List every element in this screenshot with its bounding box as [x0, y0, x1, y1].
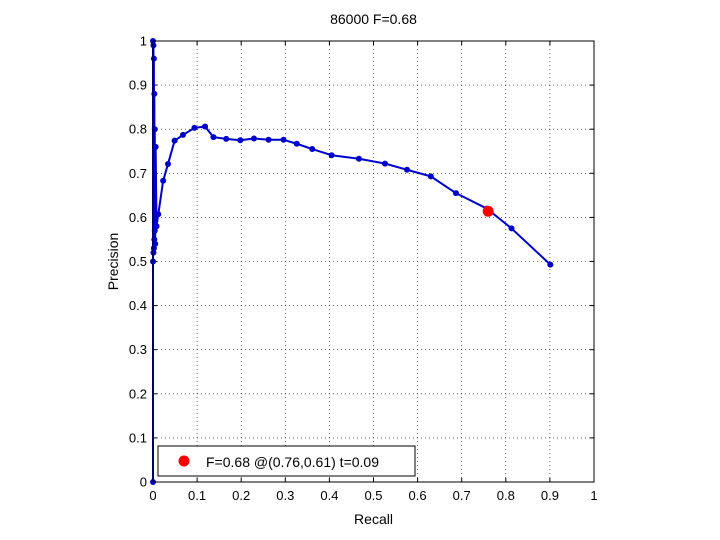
- pr-curve-point: [179, 131, 186, 138]
- pr-curve-point: [293, 140, 300, 147]
- y-tick-label: 0: [140, 475, 147, 490]
- grid: [153, 41, 594, 482]
- pr-curve-point: [152, 240, 159, 247]
- x-tick-label: 0: [149, 488, 156, 503]
- pr-curve-point: [404, 166, 411, 173]
- y-tick-label: 0.7: [129, 166, 147, 181]
- pr-curve-point: [237, 137, 244, 144]
- pr-curve-point: [151, 90, 158, 97]
- pr-curve-point: [427, 173, 434, 180]
- series: [150, 38, 554, 485]
- y-tick-label: 0.2: [129, 386, 147, 401]
- x-tick-label: 0.4: [320, 488, 338, 503]
- axes-frame: [152, 40, 595, 483]
- y-tick-label: 0.1: [129, 430, 147, 445]
- x-tick-label: 0.5: [364, 488, 382, 503]
- pr-curve-point: [164, 161, 171, 168]
- pr-curve-point: [547, 261, 554, 268]
- x-tick-label: 0.8: [497, 488, 515, 503]
- y-tick-label: 0.5: [129, 254, 147, 269]
- best-f-point: [482, 205, 494, 217]
- y-tick-label: 0.9: [129, 78, 147, 93]
- pr-curve-point: [280, 136, 287, 143]
- x-tick-label: 0.3: [276, 488, 294, 503]
- y-tick-label: 0.6: [129, 210, 147, 225]
- x-tick-label: 0.2: [232, 488, 250, 503]
- pr-curve-point: [381, 160, 388, 167]
- x-axis-title: Recall: [354, 511, 393, 527]
- x-tick-label: 1: [590, 488, 597, 503]
- pr-curve-point: [508, 225, 515, 232]
- pr-curve-point: [152, 143, 159, 150]
- pr-curve-point: [223, 135, 230, 142]
- pr-curve-point: [202, 123, 209, 130]
- x-tick-label: 0.1: [188, 488, 206, 503]
- x-tick-label: 0.6: [409, 488, 427, 503]
- y-tick-label: 0.8: [129, 122, 147, 137]
- highlight: [482, 205, 494, 217]
- pr-curve-point: [328, 152, 335, 159]
- pr-curve-point: [153, 223, 160, 230]
- pr-curve-point: [309, 146, 316, 153]
- pr-curve-point: [452, 190, 459, 197]
- pr-curve-point: [150, 55, 157, 62]
- ticks: 0 0.1 0.2 0.3 0.4 0.5 0.6 0.7 0.8 0.9 1 0 0.1 0.2 0.3 0…: [129, 34, 598, 504]
- legend: F=0.68 @(0.76,0.61) t=0.09: [157, 445, 416, 477]
- y-axis-title: Precision: [105, 233, 121, 291]
- x-tick-label: 0.7: [453, 488, 471, 503]
- legend-label: F=0.68 @(0.76,0.61) t=0.09: [206, 454, 379, 470]
- y-tick-label: 0.4: [129, 298, 147, 313]
- pr-curve-line: [152, 40, 552, 482]
- pr-curve-point: [355, 155, 362, 162]
- y-tick-label: 1: [140, 34, 147, 49]
- x-tick-label: 0.9: [541, 488, 559, 503]
- y-tick-label: 0.3: [129, 342, 147, 357]
- legend-box: [157, 445, 416, 477]
- chart-title: 86000 F=0.68: [330, 11, 417, 27]
- pr-curve-point: [160, 177, 167, 184]
- pr-curve-point: [155, 211, 162, 218]
- pr-curve-point: [265, 136, 272, 143]
- pr-curve-point: [250, 135, 257, 142]
- pr-curve-point: [171, 137, 178, 144]
- pr-curve-point: [191, 124, 198, 131]
- legend-marker: [178, 455, 190, 467]
- pr-curve-point: [210, 134, 217, 141]
